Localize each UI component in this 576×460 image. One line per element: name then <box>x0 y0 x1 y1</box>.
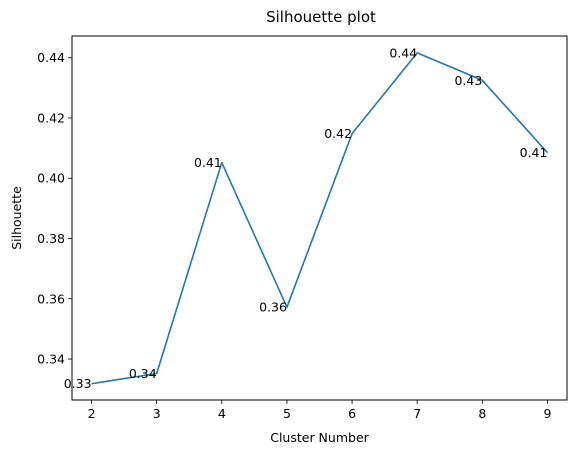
x-tick-label: 8 <box>478 406 486 421</box>
data-label: 0.33 <box>64 376 92 391</box>
y-tick-label: 0.34 <box>37 352 65 367</box>
x-tick-label: 4 <box>218 406 226 421</box>
data-label: 0.43 <box>454 73 482 88</box>
y-tick-label: 0.40 <box>37 171 65 186</box>
y-tick-label: 0.44 <box>37 50 65 65</box>
data-label: 0.34 <box>129 366 157 381</box>
y-axis-label: Silhouette <box>9 186 24 250</box>
y-tick-label: 0.42 <box>37 110 65 125</box>
data-label: 0.44 <box>389 45 417 60</box>
x-axis-label: Cluster Number <box>270 430 369 445</box>
x-tick-label: 3 <box>153 406 161 421</box>
plot-frame <box>71 35 568 401</box>
series-line <box>91 52 549 385</box>
data-label: 0.41 <box>194 155 222 170</box>
y-tick-label: 0.38 <box>37 231 65 246</box>
data-label: 0.42 <box>324 126 352 141</box>
data-label: 0.41 <box>520 145 548 160</box>
data-label: 0.36 <box>259 300 287 315</box>
chart-title: Silhouette plot <box>266 8 376 26</box>
x-tick-label: 2 <box>88 406 96 421</box>
y-tick-label: 0.36 <box>37 291 65 306</box>
x-tick-label: 6 <box>348 406 356 421</box>
x-tick-label: 9 <box>543 406 551 421</box>
x-tick-label: 7 <box>413 406 421 421</box>
x-tick-label: 5 <box>283 406 291 421</box>
